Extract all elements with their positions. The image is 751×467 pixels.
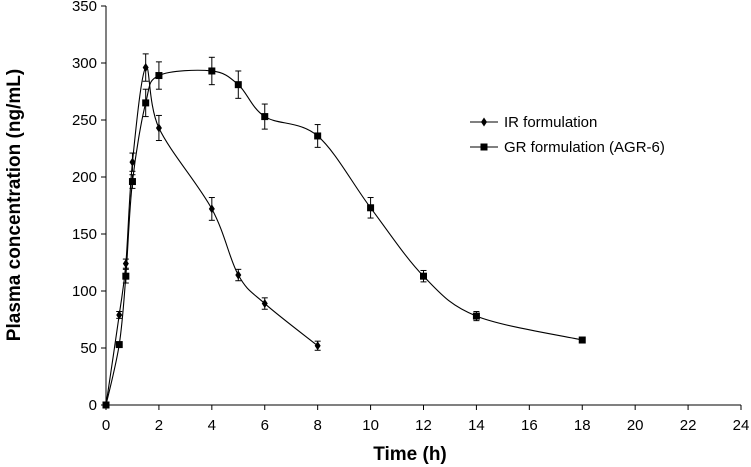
legend-label: GR formulation (AGR-6) xyxy=(504,139,665,156)
x-ticks: 0 2 4 6 8 10 12 14 16 18 20 22 24 xyxy=(102,405,750,434)
x-tick-label: 8 xyxy=(313,417,321,434)
data-point xyxy=(129,157,136,167)
x-tick-label: 6 xyxy=(261,417,269,434)
legend-label: IR formulation xyxy=(504,114,597,131)
x-tick-label: 4 xyxy=(208,417,216,434)
data-point xyxy=(235,270,242,280)
data-point xyxy=(155,72,163,80)
data-point xyxy=(102,401,110,409)
y-ticks: 0 50 100 150 200 250 300 350 xyxy=(72,0,106,414)
series-layer xyxy=(102,53,586,410)
data-point xyxy=(142,99,150,107)
x-tick-label: 0 xyxy=(102,417,110,434)
legend-item: IR formulation xyxy=(470,114,597,131)
series-ir-formulation xyxy=(103,53,321,410)
series-gr-formulation xyxy=(102,56,586,409)
y-tick-label: 250 xyxy=(72,112,97,129)
legend-item: GR formulation (AGR-6) xyxy=(470,139,665,156)
data-point xyxy=(128,178,136,186)
y-tick-label: 0 xyxy=(89,397,97,414)
x-tick-label: 16 xyxy=(521,417,538,434)
y-tick-label: 100 xyxy=(72,283,97,300)
y-tick-label: 350 xyxy=(72,0,97,15)
data-point xyxy=(142,63,149,73)
data-point xyxy=(314,341,321,351)
data-point xyxy=(122,259,129,269)
x-tick-label: 12 xyxy=(415,417,432,434)
plot-area: 0 2 4 6 8 10 12 14 16 18 20 22 24 050100150200250300… xyxy=(72,0,749,434)
y-tick-label: 50 xyxy=(80,340,97,357)
data-point xyxy=(122,272,130,280)
legend-marker xyxy=(480,143,488,151)
y-tick-label: 200 xyxy=(72,169,97,186)
y-tick-label: 300 xyxy=(72,55,97,72)
data-point xyxy=(208,67,216,75)
x-tick-label: 24 xyxy=(733,417,750,434)
x-axis-title: Time (h) xyxy=(373,444,447,465)
data-point xyxy=(420,272,427,280)
data-point xyxy=(116,310,123,320)
legend: IR formulation GR formulation (AGR-6) xyxy=(470,114,665,156)
x-tick-label: 20 xyxy=(627,417,644,434)
series-line xyxy=(105,66,319,406)
data-point xyxy=(578,336,586,344)
data-point xyxy=(115,341,123,349)
x-tick-label: 14 xyxy=(468,417,485,434)
data-point xyxy=(261,299,268,309)
y-tick-label: 150 xyxy=(72,226,97,243)
data-point xyxy=(314,132,322,140)
x-tick-label: 22 xyxy=(680,417,697,434)
data-point xyxy=(472,312,480,320)
x-tick-label: 18 xyxy=(574,417,591,434)
data-point xyxy=(234,81,242,89)
data-point xyxy=(155,123,162,133)
data-point xyxy=(208,204,215,214)
x-tick-label: 2 xyxy=(155,417,163,434)
legend-marker xyxy=(481,117,487,127)
x-tick-label: 10 xyxy=(362,417,379,434)
data-point xyxy=(261,113,269,121)
y-axis-title: Plasma concentration (ng/mL) xyxy=(4,69,25,341)
data-point xyxy=(367,204,375,212)
